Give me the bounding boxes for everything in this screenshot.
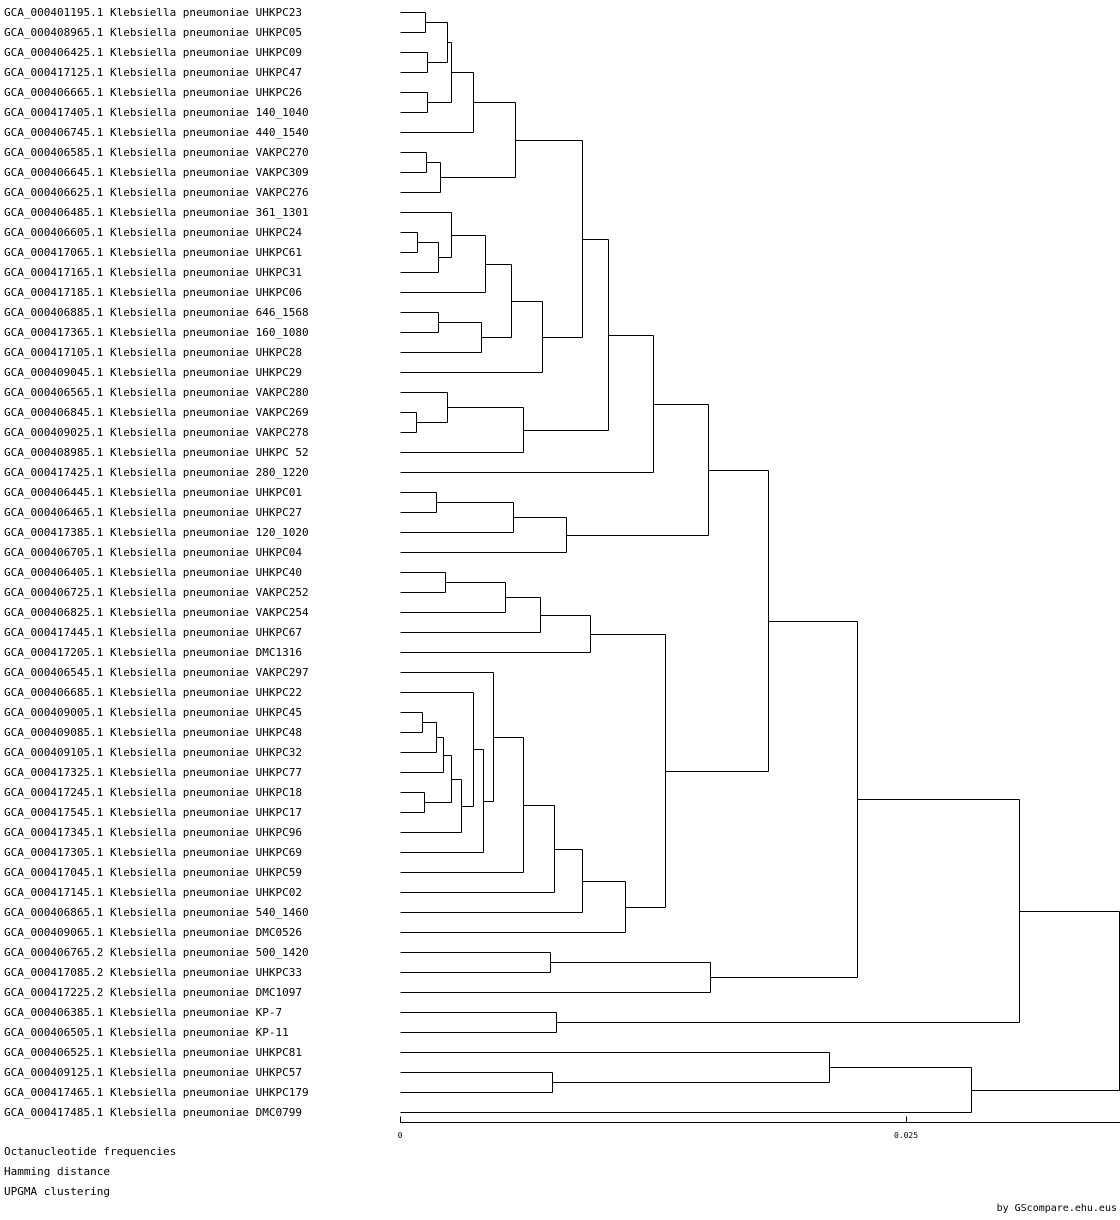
leaf-label: GCA_000417425.1 Klebsiella pneumoniae 28… [4, 466, 309, 479]
scale-axis: 0 0.025 [398, 1131, 919, 1140]
leaf-label: GCA_000417165.1 Klebsiella pneumoniae UH… [4, 266, 302, 279]
leaf-label: GCA_000409045.1 Klebsiella pneumoniae UH… [4, 366, 302, 379]
leaf-label: GCA_000406485.1 Klebsiella pneumoniae 36… [4, 206, 309, 219]
scale-tick-label: 0.025 [894, 1131, 918, 1140]
leaf-label: GCA_000417325.1 Klebsiella pneumoniae UH… [4, 766, 302, 779]
leaf-label: GCA_000417225.2 Klebsiella pneumoniae DM… [4, 986, 302, 999]
leaf-label: GCA_000408985.1 Klebsiella pneumoniae UH… [4, 446, 309, 459]
leaf-label: GCA_000417185.1 Klebsiella pneumoniae UH… [4, 286, 302, 299]
leaf-label: GCA_000406745.1 Klebsiella pneumoniae 44… [4, 126, 309, 139]
leaf-label: GCA_000409125.1 Klebsiella pneumoniae UH… [4, 1066, 302, 1079]
leaf-label: GCA_000409025.1 Klebsiella pneumoniae VA… [4, 426, 309, 439]
leaf-label: GCA_000417045.1 Klebsiella pneumoniae UH… [4, 866, 302, 879]
leaf-label: GCA_000417465.1 Klebsiella pneumoniae UH… [4, 1086, 309, 1099]
leaf-label: GCA_000417085.2 Klebsiella pneumoniae UH… [4, 966, 302, 979]
leaf-label: GCA_000417345.1 Klebsiella pneumoniae UH… [4, 826, 302, 839]
leaf-label: GCA_000417205.1 Klebsiella pneumoniae DM… [4, 646, 302, 659]
leaf-label: GCA_000408965.1 Klebsiella pneumoniae UH… [4, 26, 302, 39]
leaf-label: GCA_000406585.1 Klebsiella pneumoniae VA… [4, 146, 309, 159]
leaf-label: GCA_000417065.1 Klebsiella pneumoniae UH… [4, 246, 302, 259]
leaf-label: GCA_000417105.1 Klebsiella pneumoniae UH… [4, 346, 302, 359]
leaf-label: GCA_000417125.1 Klebsiella pneumoniae UH… [4, 66, 302, 79]
leaf-labels: GCA_000401195.1 Klebsiella pneumoniae UH… [4, 6, 309, 1119]
footer-frequencies: Octanucleotide frequencies [4, 1145, 176, 1158]
tree-branches [400, 12, 1120, 1123]
leaf-label: GCA_000406545.1 Klebsiella pneumoniae VA… [4, 666, 309, 679]
leaf-label: GCA_000406425.1 Klebsiella pneumoniae UH… [4, 46, 302, 59]
leaf-label: GCA_000409065.1 Klebsiella pneumoniae DM… [4, 926, 302, 939]
leaf-label: GCA_000417405.1 Klebsiella pneumoniae 14… [4, 106, 309, 119]
leaf-label: GCA_000417445.1 Klebsiella pneumoniae UH… [4, 626, 302, 639]
leaf-label: GCA_000417245.1 Klebsiella pneumoniae UH… [4, 786, 302, 799]
leaf-label: GCA_000409085.1 Klebsiella pneumoniae UH… [4, 726, 302, 739]
leaf-label: GCA_000406825.1 Klebsiella pneumoniae VA… [4, 606, 309, 619]
leaf-label: GCA_000406865.1 Klebsiella pneumoniae 54… [4, 906, 309, 919]
leaf-label: GCA_000406885.1 Klebsiella pneumoniae 64… [4, 306, 309, 319]
footer-clustering: UPGMA clustering [4, 1185, 110, 1198]
leaf-label: GCA_000406705.1 Klebsiella pneumoniae UH… [4, 546, 302, 559]
leaf-label: GCA_000406525.1 Klebsiella pneumoniae UH… [4, 1046, 302, 1059]
leaf-label: GCA_000406445.1 Klebsiella pneumoniae UH… [4, 486, 302, 499]
leaf-label: GCA_000406605.1 Klebsiella pneumoniae UH… [4, 226, 302, 239]
leaf-label: GCA_000406505.1 Klebsiella pneumoniae KP… [4, 1026, 289, 1039]
leaf-label: GCA_000417365.1 Klebsiella pneumoniae 16… [4, 326, 309, 339]
leaf-label: GCA_000417305.1 Klebsiella pneumoniae UH… [4, 846, 302, 859]
leaf-label: GCA_000406565.1 Klebsiella pneumoniae VA… [4, 386, 309, 399]
leaf-label: GCA_000406625.1 Klebsiella pneumoniae VA… [4, 186, 309, 199]
scale-tick-label: 0 [398, 1131, 403, 1140]
leaf-label: GCA_000409105.1 Klebsiella pneumoniae UH… [4, 746, 302, 759]
leaf-label: GCA_000406465.1 Klebsiella pneumoniae UH… [4, 506, 302, 519]
leaf-label: GCA_000417145.1 Klebsiella pneumoniae UH… [4, 886, 302, 899]
leaf-label: GCA_000401195.1 Klebsiella pneumoniae UH… [4, 6, 302, 19]
leaf-label: GCA_000406845.1 Klebsiella pneumoniae VA… [4, 406, 309, 419]
leaf-label: GCA_000406405.1 Klebsiella pneumoniae UH… [4, 566, 302, 579]
leaf-label: GCA_000417485.1 Klebsiella pneumoniae DM… [4, 1106, 302, 1119]
leaf-label: GCA_000406665.1 Klebsiella pneumoniae UH… [4, 86, 302, 99]
leaf-label: GCA_000409005.1 Klebsiella pneumoniae UH… [4, 706, 302, 719]
leaf-label: GCA_000406765.2 Klebsiella pneumoniae 50… [4, 946, 309, 959]
leaf-label: GCA_000406725.1 Klebsiella pneumoniae VA… [4, 586, 309, 599]
footer-distance: Hamming distance [4, 1165, 110, 1178]
leaf-label: GCA_000417385.1 Klebsiella pneumoniae 12… [4, 526, 309, 539]
credit-text: by GScompare.ehu.eus [997, 1203, 1117, 1214]
leaf-label: GCA_000406685.1 Klebsiella pneumoniae UH… [4, 686, 302, 699]
leaf-label: GCA_000406645.1 Klebsiella pneumoniae VA… [4, 166, 309, 179]
leaf-label: GCA_000417545.1 Klebsiella pneumoniae UH… [4, 806, 302, 819]
leaf-label: GCA_000406385.1 Klebsiella pneumoniae KP… [4, 1006, 282, 1019]
